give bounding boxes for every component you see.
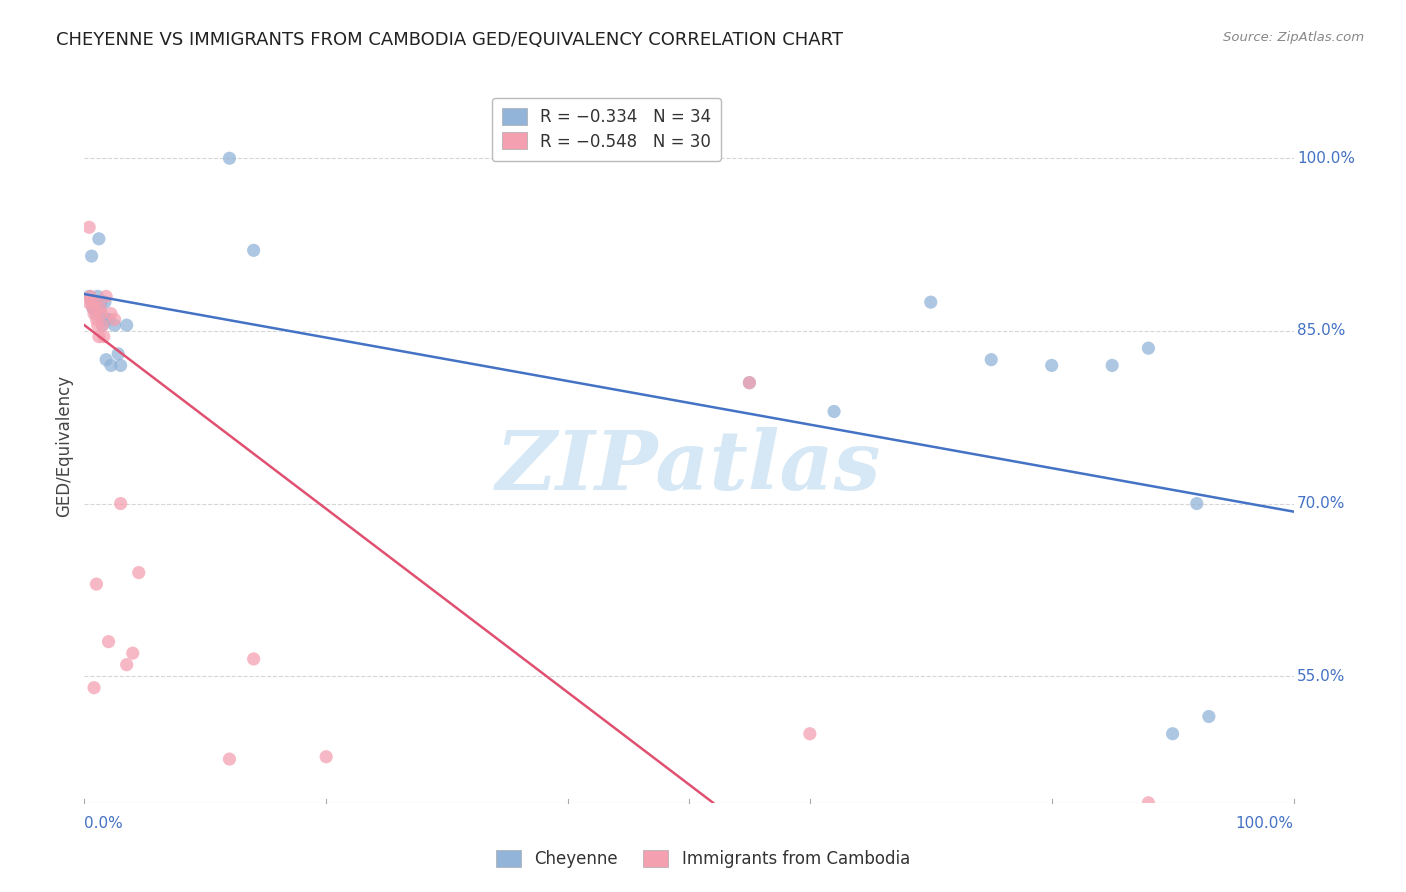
Point xyxy=(110,359,132,373)
Point xyxy=(77,295,100,310)
Point xyxy=(315,749,337,764)
Text: 85.0%: 85.0% xyxy=(1298,324,1346,338)
Point xyxy=(89,301,111,315)
Point xyxy=(1161,727,1184,741)
Point xyxy=(1137,796,1160,810)
Point xyxy=(218,151,240,165)
Point xyxy=(96,312,118,326)
Point xyxy=(91,318,114,333)
Text: ZIPatlas: ZIPatlas xyxy=(496,427,882,508)
Point xyxy=(77,289,100,303)
Point xyxy=(1185,497,1208,511)
Point xyxy=(823,404,845,418)
Point xyxy=(93,312,115,326)
Point xyxy=(93,329,115,343)
Point xyxy=(87,232,110,246)
Point xyxy=(738,376,761,390)
Point xyxy=(980,352,1002,367)
Point xyxy=(82,301,104,315)
Point xyxy=(89,301,111,315)
Point xyxy=(242,244,264,258)
Point xyxy=(104,318,127,333)
Point xyxy=(83,681,105,695)
Point xyxy=(83,301,105,315)
Point xyxy=(100,307,122,321)
Text: CHEYENNE VS IMMIGRANTS FROM CAMBODIA GED/EQUIVALENCY CORRELATION CHART: CHEYENNE VS IMMIGRANTS FROM CAMBODIA GED… xyxy=(56,31,844,49)
Point xyxy=(94,289,117,303)
Point xyxy=(121,646,143,660)
Point xyxy=(90,307,112,321)
Text: 70.0%: 70.0% xyxy=(1298,496,1346,511)
Point xyxy=(91,318,114,333)
Point xyxy=(82,301,104,315)
Point xyxy=(97,312,120,326)
Text: 100.0%: 100.0% xyxy=(1298,151,1355,166)
Point xyxy=(80,295,103,310)
Point xyxy=(110,497,132,511)
Point xyxy=(86,307,108,321)
Y-axis label: GED/Equivalency: GED/Equivalency xyxy=(55,375,73,517)
Point xyxy=(86,312,108,326)
Point xyxy=(94,352,117,367)
Point xyxy=(83,307,105,321)
Point xyxy=(920,295,942,310)
Point xyxy=(799,727,821,741)
Point xyxy=(115,657,138,672)
Point xyxy=(1137,341,1160,355)
Point xyxy=(86,318,108,333)
Point xyxy=(115,318,138,333)
Point xyxy=(218,752,240,766)
Point xyxy=(107,347,129,361)
Point xyxy=(1040,359,1063,373)
Point xyxy=(738,376,761,390)
Text: 0.0%: 0.0% xyxy=(84,815,124,830)
Text: 100.0%: 100.0% xyxy=(1236,815,1294,830)
Point xyxy=(128,566,150,580)
Point xyxy=(77,220,100,235)
Text: 55.0%: 55.0% xyxy=(1298,669,1346,683)
Point xyxy=(1101,359,1123,373)
Point xyxy=(84,295,107,310)
Legend: Cheyenne, Immigrants from Cambodia: Cheyenne, Immigrants from Cambodia xyxy=(489,843,917,875)
Point xyxy=(242,652,264,666)
Point xyxy=(86,289,108,303)
Point xyxy=(104,312,127,326)
Point xyxy=(1198,709,1220,723)
Point xyxy=(97,634,120,648)
Point xyxy=(90,295,112,310)
Point xyxy=(87,329,110,343)
Point xyxy=(84,295,107,310)
Point xyxy=(100,359,122,373)
Point xyxy=(94,295,117,310)
Legend: R = −0.334   N = 34, R = −0.548   N = 30: R = −0.334 N = 34, R = −0.548 N = 30 xyxy=(492,97,721,161)
Point xyxy=(80,295,103,310)
Text: Source: ZipAtlas.com: Source: ZipAtlas.com xyxy=(1223,31,1364,45)
Point xyxy=(86,577,108,591)
Point xyxy=(80,249,103,263)
Point xyxy=(79,289,101,303)
